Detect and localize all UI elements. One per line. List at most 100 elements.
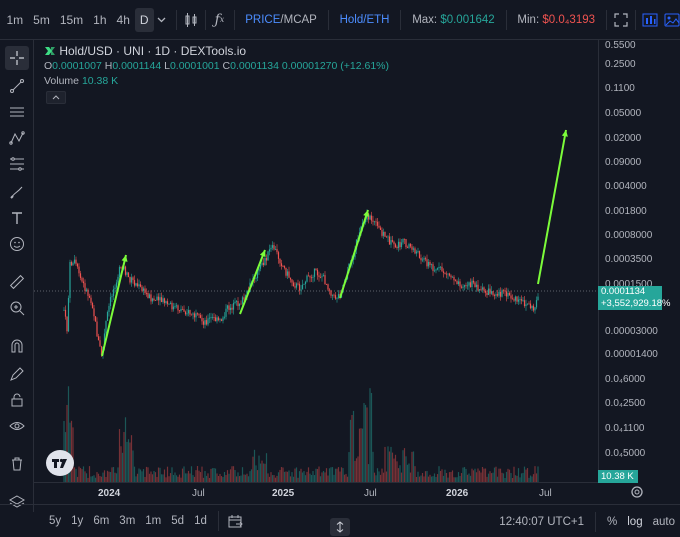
candle-body bbox=[445, 273, 448, 275]
trash-icon[interactable] bbox=[5, 452, 29, 476]
volume-bar bbox=[412, 451, 415, 482]
timeframe-5m[interactable]: 5m bbox=[33, 12, 50, 27]
candle-body bbox=[232, 302, 235, 310]
tradingview-logo-icon[interactable] bbox=[46, 450, 74, 476]
candle-body bbox=[222, 317, 224, 321]
divider bbox=[175, 9, 177, 30]
volume-bar bbox=[184, 473, 187, 482]
volume-bar bbox=[327, 475, 329, 482]
range-1d[interactable]: 1d bbox=[194, 515, 207, 527]
range-5y[interactable]: 5y bbox=[49, 515, 62, 527]
ruler-icon[interactable] bbox=[5, 270, 29, 294]
candle-body bbox=[487, 288, 490, 295]
text-tool-icon[interactable] bbox=[5, 206, 29, 230]
candle-body bbox=[94, 316, 97, 322]
timeframe-15m[interactable]: 15m bbox=[59, 12, 84, 27]
candle-body bbox=[295, 283, 298, 288]
candle-body bbox=[457, 281, 460, 285]
volume-bar bbox=[376, 468, 379, 482]
volume-bar bbox=[492, 472, 494, 482]
candle-body bbox=[313, 268, 316, 277]
range-1m[interactable]: 1m bbox=[145, 515, 162, 527]
price-chart[interactable] bbox=[34, 40, 598, 482]
range-1y[interactable]: 1y bbox=[71, 515, 84, 527]
candle-body bbox=[462, 286, 464, 288]
candle-body bbox=[268, 249, 271, 252]
volume-bar bbox=[469, 475, 472, 482]
candle-body bbox=[522, 300, 524, 302]
eye-icon[interactable] bbox=[5, 414, 29, 438]
auto-scale-toggle[interactable]: auto bbox=[652, 515, 675, 528]
candle-body bbox=[213, 317, 215, 318]
candle-body bbox=[528, 303, 530, 305]
emoji-icon[interactable] bbox=[5, 232, 29, 256]
volume-bar bbox=[334, 468, 337, 482]
volume-bar bbox=[84, 471, 86, 482]
volume-bar bbox=[423, 476, 425, 482]
range-6m[interactable]: 6m bbox=[93, 515, 110, 527]
pattern-icon[interactable] bbox=[5, 126, 29, 150]
magnet-icon[interactable] bbox=[5, 334, 29, 358]
date-range-icon[interactable] bbox=[225, 509, 247, 533]
timeframe-1h[interactable]: 1h bbox=[93, 12, 107, 27]
chevron-up-icon bbox=[52, 95, 60, 100]
timeframe-1m[interactable]: 1m bbox=[6, 12, 24, 27]
candlestick-icon[interactable] bbox=[182, 8, 198, 32]
candle-body bbox=[180, 309, 182, 312]
chevron-down-icon[interactable] bbox=[154, 8, 170, 32]
candle-body bbox=[442, 271, 445, 273]
log-scale-toggle[interactable]: log bbox=[627, 515, 643, 528]
trend-line-icon[interactable] bbox=[5, 74, 29, 98]
candle-body bbox=[210, 317, 212, 318]
axis-settings-icon[interactable] bbox=[630, 485, 646, 501]
candle-body bbox=[142, 288, 145, 291]
close-label: C bbox=[222, 60, 231, 72]
horizontal-lines-icon[interactable] bbox=[5, 100, 29, 124]
candle-body bbox=[91, 302, 94, 309]
image-icon[interactable] bbox=[664, 8, 680, 32]
brush-icon[interactable] bbox=[5, 180, 29, 204]
volume-bar bbox=[139, 469, 142, 482]
price-axis[interactable]: 0.5500 0.2500 0.1100 0.05000 0.02000 0.09000 0… bbox=[598, 40, 680, 482]
candle-body bbox=[436, 268, 439, 270]
crosshair-icon[interactable] bbox=[5, 46, 29, 70]
candle-body bbox=[511, 298, 514, 300]
volume-bar bbox=[213, 467, 215, 482]
resize-handle-icon[interactable] bbox=[330, 518, 350, 536]
pencil-lock-icon[interactable] bbox=[5, 362, 29, 386]
volume-bar bbox=[154, 472, 157, 482]
volume-bar bbox=[535, 473, 538, 482]
range-3m[interactable]: 3m bbox=[119, 515, 136, 527]
time-label: Jul bbox=[192, 488, 205, 499]
time-axis[interactable]: 2024 Jul 2025 Jul 2026 Jul bbox=[34, 482, 598, 504]
divider bbox=[606, 9, 607, 30]
volume-bar bbox=[457, 472, 460, 482]
fib-icon[interactable] bbox=[5, 152, 29, 176]
timeframe-4h[interactable]: 4h bbox=[116, 12, 130, 27]
candle-body bbox=[441, 266, 443, 272]
volume-bar bbox=[244, 474, 247, 482]
fullscreen-icon[interactable] bbox=[613, 8, 629, 32]
volume-bar bbox=[490, 473, 493, 482]
zoom-in-icon[interactable] bbox=[5, 296, 29, 320]
candle-body bbox=[93, 308, 95, 317]
percent-scale-toggle[interactable]: % bbox=[607, 515, 618, 528]
collapse-legend-button[interactable] bbox=[46, 91, 66, 104]
price-mcap-toggle[interactable]: PRICE/MCAP bbox=[240, 14, 322, 26]
range-5d[interactable]: 5d bbox=[171, 515, 185, 527]
lock-icon[interactable] bbox=[5, 388, 29, 412]
candle-body bbox=[310, 277, 313, 279]
volume-bar bbox=[505, 471, 508, 482]
pair-toggle[interactable]: Hold/ETH bbox=[339, 13, 390, 26]
volume-bar bbox=[367, 464, 370, 482]
chart-layout-icon[interactable] bbox=[642, 8, 658, 32]
timeframe-d[interactable]: D bbox=[134, 7, 154, 32]
min-price: Min: $0.0₄3193 bbox=[512, 14, 600, 26]
candle-body bbox=[385, 236, 388, 238]
price-axis-label: 0.0008000 bbox=[605, 230, 653, 241]
volume-bar bbox=[414, 466, 416, 482]
clock: 12:40:07 UTC+1 bbox=[499, 515, 585, 528]
volume-bar bbox=[270, 472, 272, 482]
divider bbox=[233, 9, 235, 30]
